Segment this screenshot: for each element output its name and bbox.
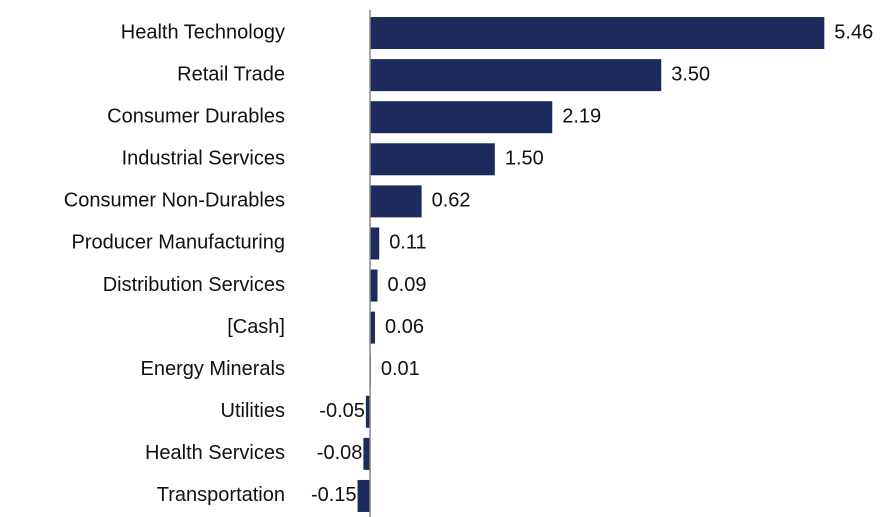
bar [370,227,380,260]
value-label: 0.09 [388,274,427,296]
bar [370,311,376,344]
bar [370,59,662,92]
bar [365,395,371,428]
category-label: Health Services [145,442,285,464]
value-label: -0.05 [319,400,365,422]
bar [370,17,825,50]
value-label: 5.46 [834,21,873,43]
value-label: -0.15 [311,484,357,506]
category-label: Consumer Non-Durables [64,190,285,212]
category-label: Producer Manufacturing [72,232,285,254]
category-label: [Cash] [227,316,285,338]
value-label: 3.50 [671,63,710,85]
bar [370,185,422,218]
value-label: 1.50 [505,148,544,170]
value-label: 2.19 [562,105,601,127]
bar [370,269,378,302]
bar [357,479,371,512]
category-label: Utilities [221,400,285,422]
value-label: 0.11 [389,232,426,254]
bar [363,437,371,470]
value-label: 0.06 [385,316,424,338]
value-label: -0.08 [317,442,363,464]
category-label: Distribution Services [103,274,285,296]
bar [370,143,495,176]
bar [370,101,553,134]
value-label: 0.01 [381,358,420,380]
category-label: Energy Minerals [140,358,285,380]
category-label: Consumer Durables [107,105,285,127]
category-label: Industrial Services [122,148,285,170]
category-label: Retail Trade [177,63,285,85]
value-label: 0.62 [432,190,471,212]
category-label: Health Technology [121,21,285,43]
category-label: Transportation [157,484,285,506]
